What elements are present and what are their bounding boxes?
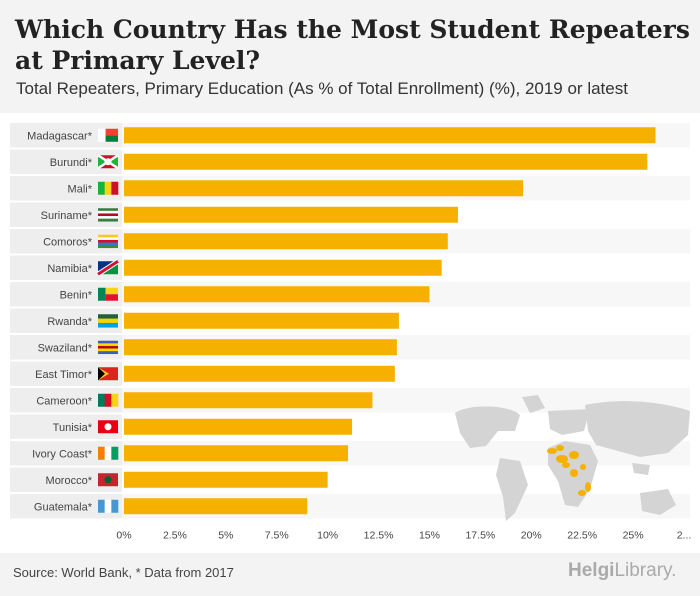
category-label: Swaziland* bbox=[38, 342, 93, 354]
map-highlight-country bbox=[585, 482, 591, 492]
country-flag-icon bbox=[98, 473, 118, 487]
x-tick-label: 22.5% bbox=[567, 530, 597, 542]
category-label: Madagascar* bbox=[27, 130, 93, 142]
bar bbox=[124, 471, 328, 488]
x-tick-label: 12.5% bbox=[364, 530, 394, 542]
map-highlight-country bbox=[570, 469, 578, 477]
country-flag-icon bbox=[98, 128, 118, 142]
bar bbox=[124, 127, 656, 144]
chart-title: Which Country Has the Most Student Repea… bbox=[15, 15, 690, 75]
x-tick-label: 7.5% bbox=[265, 530, 289, 542]
category-label: Guatemala* bbox=[34, 501, 93, 513]
country-flag-icon bbox=[98, 393, 119, 407]
map-indonesia bbox=[632, 463, 650, 475]
map-south-america bbox=[496, 458, 528, 521]
x-tick-label: 25% bbox=[623, 530, 644, 542]
category-label: Burundi* bbox=[50, 157, 93, 169]
bar bbox=[124, 339, 397, 356]
category-label: Benin* bbox=[60, 289, 93, 301]
bar bbox=[124, 233, 448, 250]
category-label: Rwanda* bbox=[47, 316, 92, 328]
country-flag-icon bbox=[98, 314, 118, 328]
country-flag-icon bbox=[98, 287, 118, 301]
brand-logo: HelgiLibrary. bbox=[568, 560, 676, 582]
brand-main: Helgi bbox=[568, 560, 615, 581]
x-tick-label: 5% bbox=[218, 530, 233, 542]
bar bbox=[124, 498, 308, 515]
chart-rows: Madagascar* Burundi* Mali* Suriname* Comoros… bbox=[10, 123, 656, 519]
country-flag-icon bbox=[98, 420, 118, 434]
bar bbox=[124, 365, 395, 382]
x-tick-label: 15% bbox=[419, 530, 440, 542]
country-flag-icon bbox=[98, 234, 118, 249]
map-asia bbox=[585, 401, 690, 457]
category-label: Mali* bbox=[68, 183, 93, 195]
category-label: Comoros* bbox=[43, 236, 93, 248]
x-tick-label: 2... bbox=[677, 530, 692, 542]
map-highlight-country bbox=[556, 455, 568, 463]
bar bbox=[124, 392, 373, 409]
x-tick-label: 10% bbox=[317, 530, 338, 542]
category-label: Cameroon* bbox=[36, 395, 92, 407]
country-flag-icon bbox=[97, 154, 119, 170]
bar bbox=[124, 312, 399, 329]
map-north-america bbox=[455, 406, 520, 448]
bar bbox=[124, 445, 348, 462]
x-tick-label: 20% bbox=[521, 530, 542, 542]
bar bbox=[124, 418, 353, 435]
x-tick-label: 0% bbox=[116, 530, 131, 542]
country-flag-icon bbox=[96, 259, 120, 277]
brand-suffix: Library. bbox=[614, 560, 677, 581]
x-tick-label: 2.5% bbox=[163, 530, 187, 542]
world-map bbox=[455, 395, 690, 521]
map-greenland bbox=[522, 395, 545, 413]
category-label: Morocco* bbox=[46, 475, 93, 487]
category-label: Ivory Coast* bbox=[32, 448, 93, 460]
map-highlight-country bbox=[580, 464, 586, 470]
category-label: East Timor* bbox=[35, 369, 93, 381]
country-flag-icon bbox=[98, 340, 118, 355]
x-axis-ticks: 0% 2.5% 5% 7.5% 10% 12.5% 15% 17.5% 20% 22.5% 25% 2… bbox=[116, 530, 691, 542]
map-highlight-country bbox=[547, 448, 557, 454]
source-note: Source: World Bank, * Data from 2017 bbox=[13, 565, 234, 580]
bar bbox=[124, 180, 524, 197]
map-europe bbox=[548, 409, 590, 435]
country-flag-icon bbox=[98, 208, 118, 222]
x-tick-label: 17.5% bbox=[465, 530, 495, 542]
country-flag-icon bbox=[98, 367, 118, 381]
map-highlight-country bbox=[556, 445, 564, 451]
bar bbox=[124, 259, 442, 276]
map-highlight-country bbox=[562, 462, 570, 468]
map-highlight-country bbox=[569, 451, 579, 459]
map-australia bbox=[640, 489, 676, 515]
country-flag-icon bbox=[98, 446, 119, 460]
bar-chart: Madagascar* Burundi* Mali* Suriname* Comoros… bbox=[10, 123, 691, 542]
country-flag-icon bbox=[98, 181, 119, 195]
bar bbox=[124, 153, 648, 170]
country-flag-icon bbox=[98, 499, 119, 513]
chart-subtitle: Total Repeaters, Primary Education (As %… bbox=[16, 79, 628, 98]
category-label: Namibia* bbox=[47, 263, 92, 275]
category-label: Suriname* bbox=[41, 210, 93, 222]
bar bbox=[124, 286, 430, 303]
bar bbox=[124, 206, 458, 223]
map-highlight-country bbox=[578, 490, 586, 496]
category-label: Tunisia* bbox=[53, 422, 93, 434]
